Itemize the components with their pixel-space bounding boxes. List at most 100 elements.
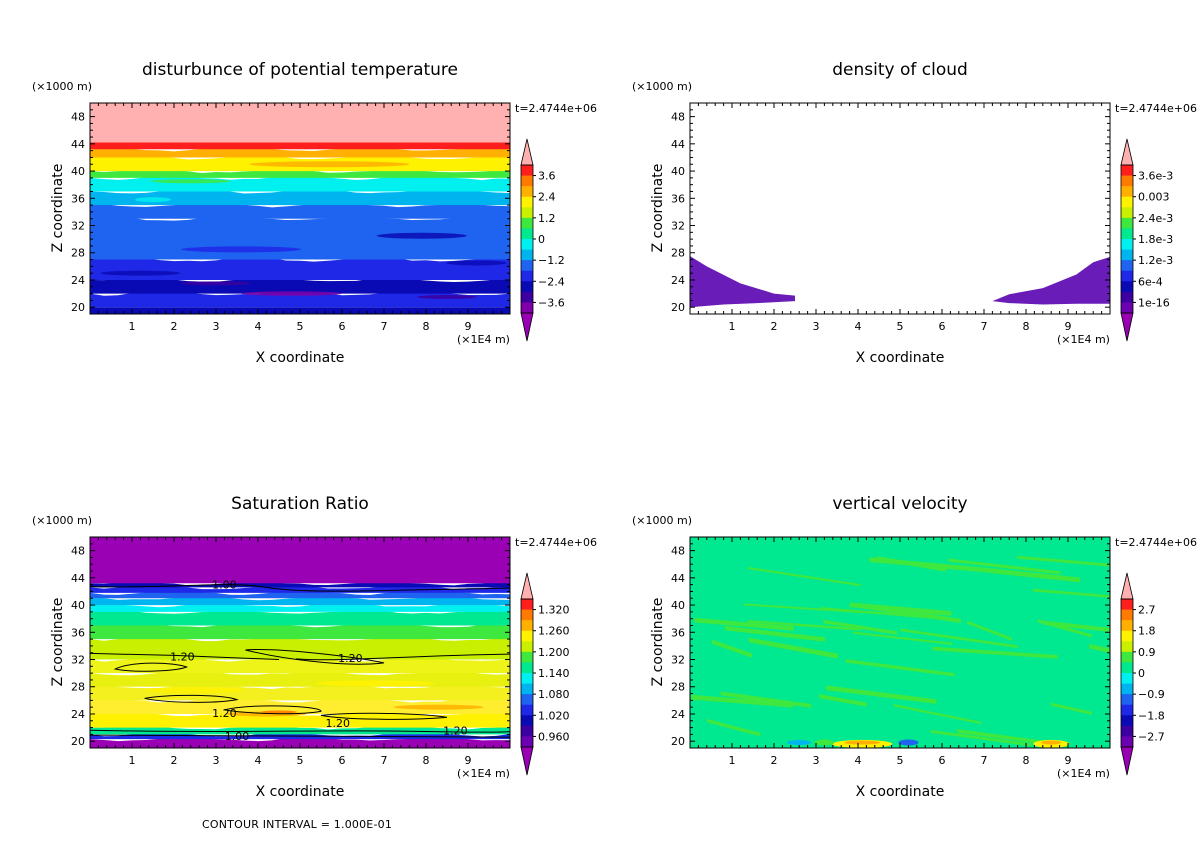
field-feature — [145, 687, 245, 694]
x-tick-label: 2 — [771, 320, 778, 333]
field-feature — [100, 270, 181, 276]
contour-line — [113, 662, 189, 672]
colorbar-segment — [521, 207, 533, 219]
y-tick-label: 20 — [71, 735, 85, 748]
colorbar-segment — [1121, 228, 1133, 240]
field-background — [690, 103, 1110, 314]
y-unit-label: (×1000 m) — [32, 80, 92, 93]
field-band — [90, 725, 510, 735]
colorbar-segment — [521, 599, 533, 611]
colorbar-label: 0.9 — [1138, 646, 1156, 659]
colorbar-segment — [1121, 281, 1133, 293]
field-band — [90, 737, 510, 748]
velocity-stripe — [869, 557, 988, 573]
colorbar-label: 2.4 — [538, 191, 556, 204]
contour-label: 1.00 — [225, 730, 250, 743]
colorbar-segment — [1121, 662, 1133, 674]
velocity-stripe — [820, 607, 949, 621]
x-tick-label: 4 — [855, 320, 862, 333]
y-tick-label: 40 — [671, 599, 685, 612]
contour-label: 1.20 — [212, 707, 237, 720]
colorbar-segment — [521, 662, 533, 674]
x-tick-label: 7 — [381, 320, 388, 333]
colorbar-segment — [1121, 715, 1133, 727]
colorbar-label: 2.7 — [1138, 604, 1156, 617]
colorbar-segment — [521, 239, 533, 251]
y-tick-label: 36 — [671, 192, 685, 205]
x-tick-label: 3 — [813, 320, 820, 333]
velocity-stripe — [748, 637, 838, 659]
chart-title: vertical velocity — [832, 494, 967, 514]
field-feature — [284, 211, 425, 220]
colorbar-segment — [1121, 725, 1133, 737]
colorbar-segment — [1121, 249, 1133, 261]
colorbar-segment — [1121, 599, 1133, 611]
velocity-stripe — [1089, 643, 1110, 653]
colorbar-label: −2.7 — [1138, 730, 1165, 743]
velocity-stripe — [900, 628, 1018, 649]
colorbar-segment — [521, 281, 533, 293]
x-tick-label: 5 — [897, 754, 904, 767]
time-label: t=2.4744e+06 — [515, 102, 597, 115]
potential-temperature-panel: 20 24 28 32 36 40 44 48 1 2 3 4 5 6 7 8 9 disturbunce of … — [32, 60, 597, 366]
x-tick-label: 6 — [939, 320, 946, 333]
field-band — [90, 257, 510, 280]
velocity-stripe — [706, 718, 761, 737]
velocity-stripe — [987, 567, 1081, 583]
x-axis-label: X coordinate — [856, 350, 945, 366]
velocity-stripe — [711, 639, 753, 658]
colorbar-label: −2.4 — [538, 275, 565, 288]
colorbar-label: 0.960 — [538, 730, 570, 743]
colorbar-label: −3.6 — [538, 296, 565, 309]
velocity-stripe — [1032, 588, 1110, 598]
cloud-density-panel: 20 24 28 32 36 40 44 48 1 2 3 4 5 6 7 8 9 density of clou… — [632, 60, 1197, 366]
time-label: t=2.4744e+06 — [1115, 102, 1197, 115]
time-label: t=2.4744e+06 — [1115, 536, 1197, 549]
contour-label: 1.20 — [170, 650, 195, 663]
y-tick-label: 36 — [71, 626, 85, 639]
field-band — [90, 623, 510, 640]
colorbar-label: 0 — [538, 233, 545, 246]
vertical-velocity-panel: 20 24 28 32 36 40 44 48 1 2 3 4 5 6 7 8 9 vertical veloci… — [632, 494, 1197, 800]
colorbar-label: 1.8 — [1138, 625, 1156, 638]
colorbar-segment — [1121, 165, 1133, 177]
contour-line — [90, 734, 510, 738]
colorbar-under-arrow — [1120, 746, 1134, 776]
x-tick-label: 4 — [255, 320, 262, 333]
y-unit-label: (×1000 m) — [632, 514, 692, 527]
velocity-stripe — [823, 619, 898, 635]
x-unit-label: (×1E4 m) — [457, 333, 510, 346]
velocity-stripe — [819, 694, 867, 707]
y-tick-label: 48 — [671, 545, 685, 558]
y-tick-label: 44 — [671, 572, 685, 585]
colorbar-segment — [521, 260, 533, 272]
colorbar-segment — [1121, 270, 1133, 282]
velocity-stripe — [1017, 555, 1110, 567]
field-feature — [844, 740, 881, 745]
colorbar-over-arrow — [1120, 138, 1134, 166]
y-tick-label: 40 — [71, 165, 85, 178]
colorbar-segment — [521, 609, 533, 621]
field-feature — [393, 704, 484, 710]
colorbar-segment — [521, 620, 533, 632]
x-tick-label: 8 — [1023, 754, 1030, 767]
chart-title: Saturation Ratio — [231, 494, 369, 514]
colorbar-label: 3.6 — [538, 170, 556, 183]
field-feature — [249, 161, 410, 168]
colorbar-segment — [1121, 239, 1133, 251]
y-tick-label: 32 — [671, 654, 685, 667]
y-tick-label: 44 — [71, 138, 85, 151]
colorbar-segment — [521, 175, 533, 187]
colorbar-segment — [1121, 217, 1133, 229]
field-band — [90, 609, 510, 626]
y-axis-label: Z coordinate — [650, 164, 666, 253]
y-tick-label: 36 — [71, 192, 85, 205]
x-tick-label: 3 — [813, 754, 820, 767]
field-band — [90, 602, 510, 612]
velocity-stripe — [930, 729, 1032, 747]
colorbar-label: 1.020 — [538, 709, 570, 722]
field-band — [90, 103, 510, 143]
colorbar-segment — [1121, 736, 1133, 748]
colorbar-label: 3.6e-3 — [1138, 170, 1173, 183]
y-tick-label: 28 — [671, 247, 685, 260]
